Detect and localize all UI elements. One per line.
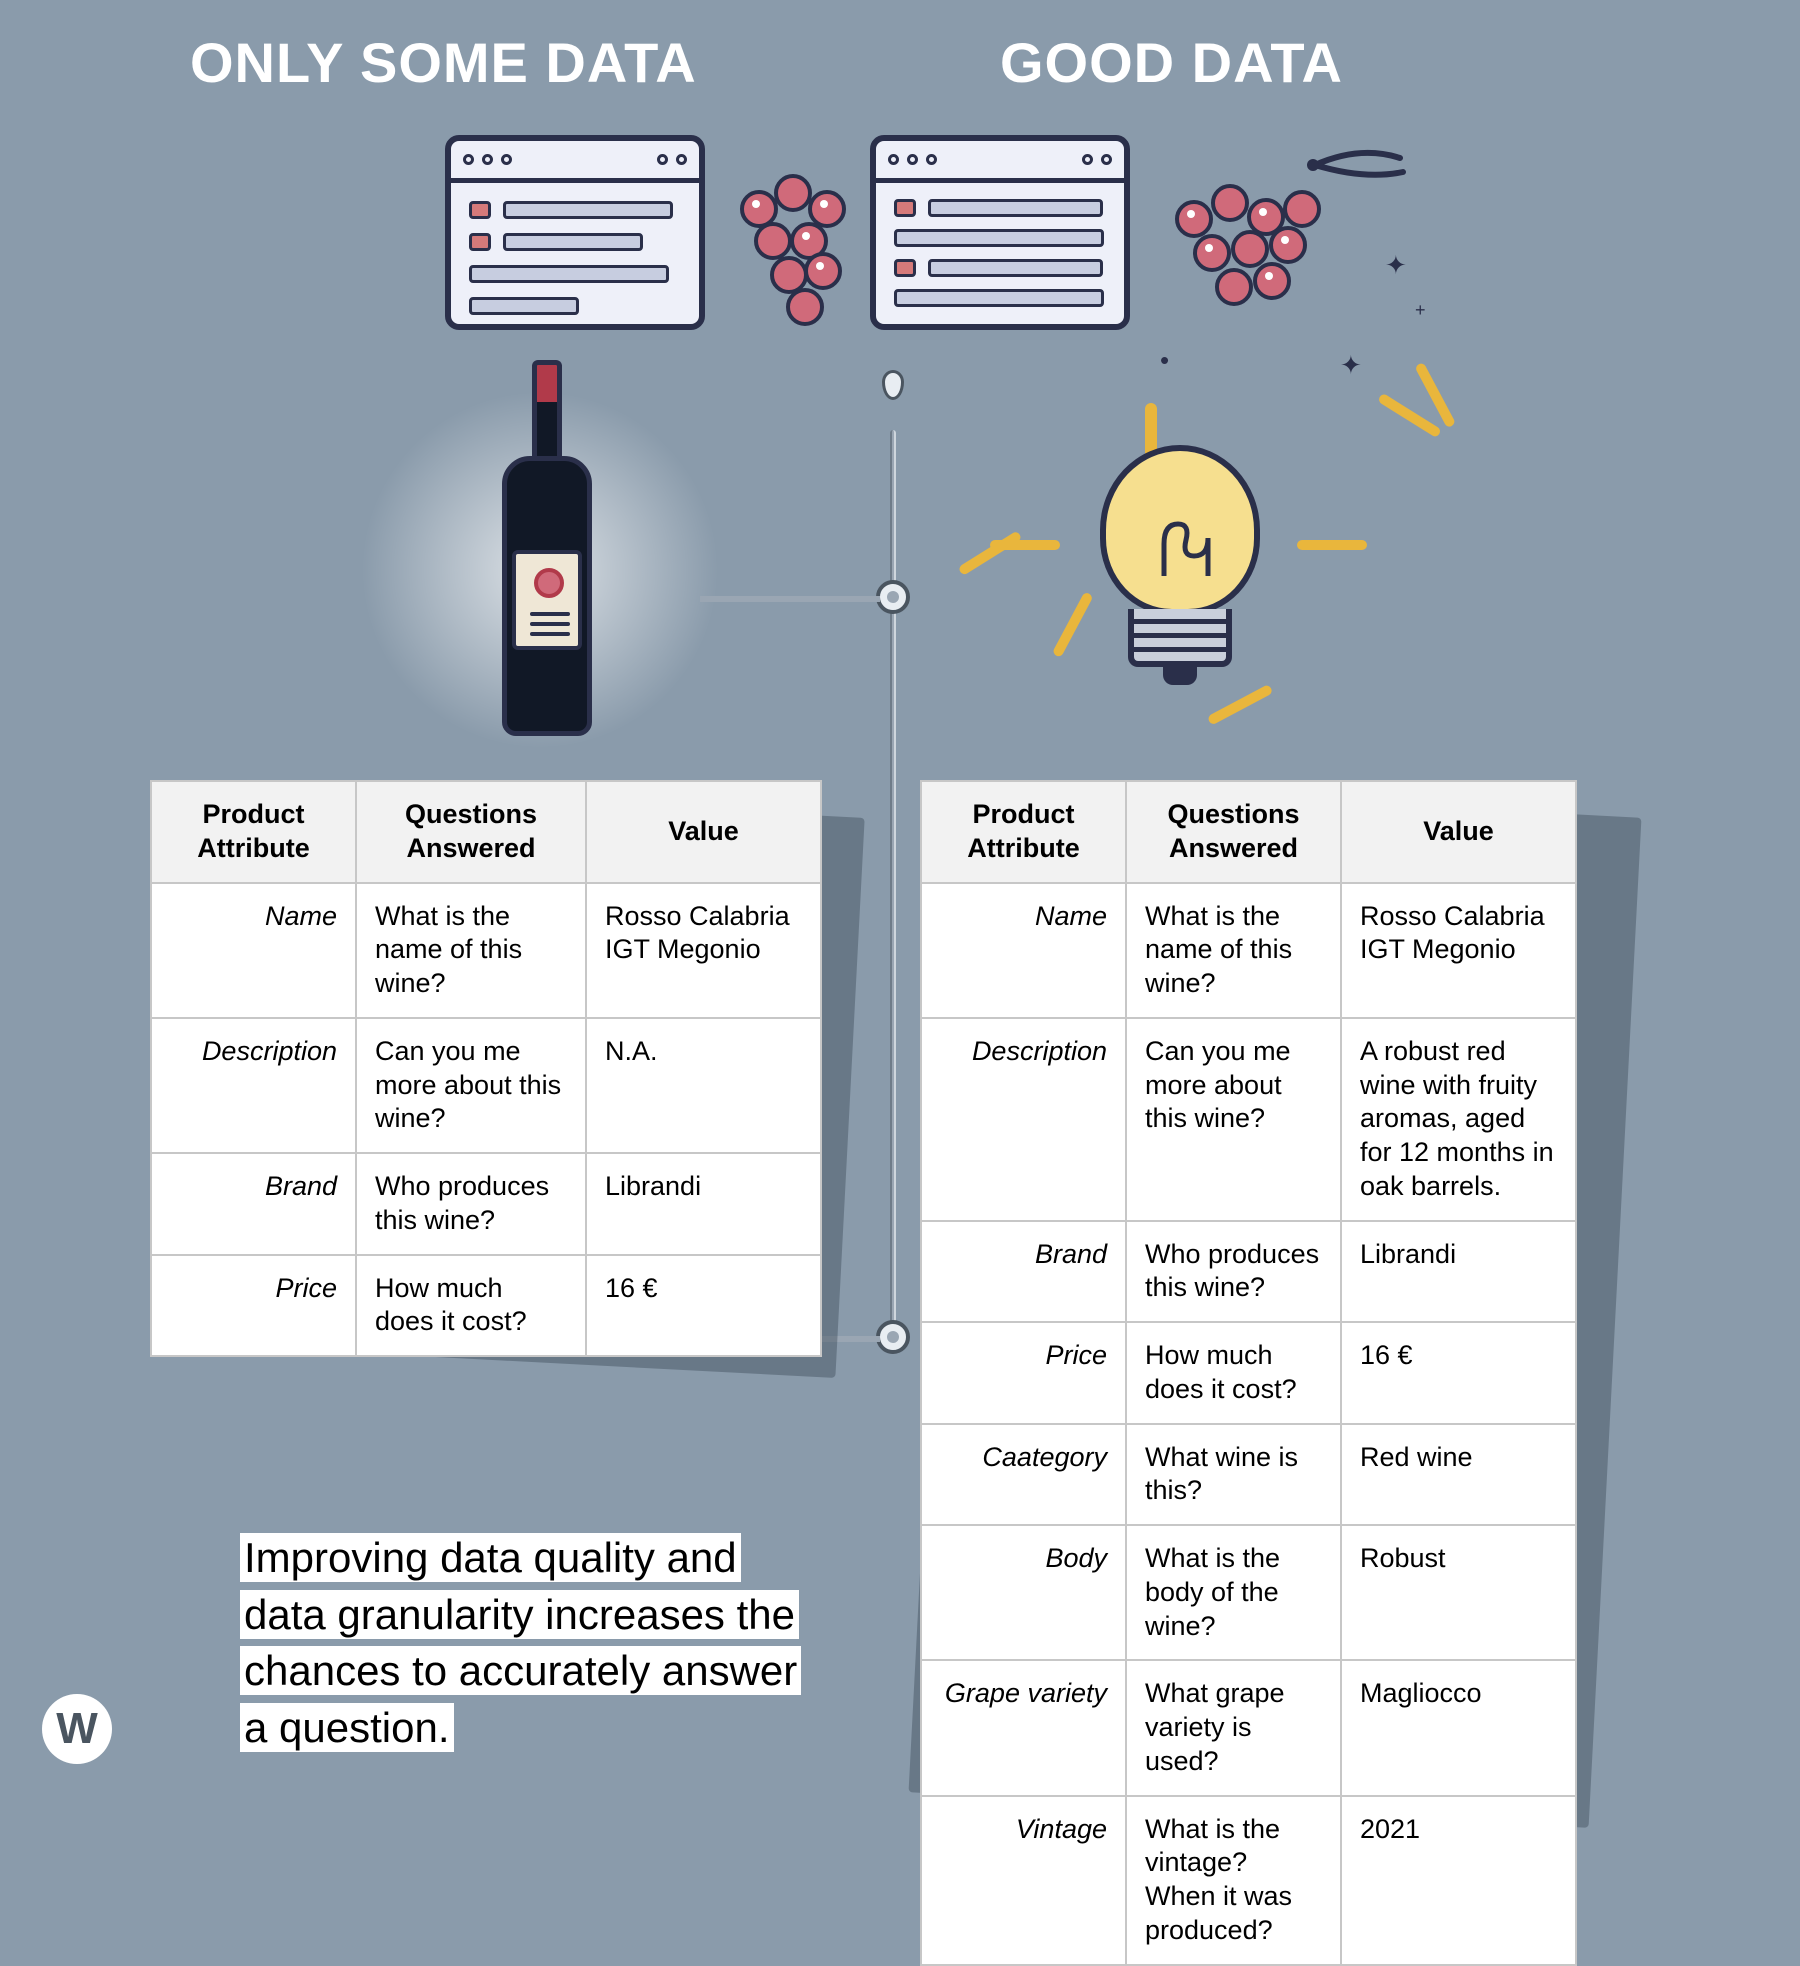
caption-text: Improving data quality and data granular…: [240, 1530, 820, 1757]
browser-window-icon: [870, 135, 1130, 330]
cell-attribute: Vintage: [921, 1796, 1126, 1965]
picto-row: ✦ + •: [0, 135, 1800, 365]
col-header: Value: [1341, 781, 1576, 883]
cell-attribute: Caategory: [921, 1424, 1126, 1526]
cell-question: What grape variety is used?: [1126, 1660, 1341, 1795]
heading-right: GOOD DATA: [1000, 30, 1343, 95]
table-row: DescriptionCan you me more about this wi…: [921, 1018, 1576, 1221]
col-header: Product Attribute: [151, 781, 356, 883]
sparse-data-table: Product Attribute Questions Answered Val…: [150, 780, 822, 1357]
rich-data-table: Product Attribute Questions Answered Val…: [920, 780, 1577, 1966]
cell-value: Robust: [1341, 1525, 1576, 1660]
logo-badge: W: [42, 1694, 112, 1764]
cell-question: What wine is this?: [1126, 1424, 1341, 1526]
table-row: NameWhat is the name of this wine?Rosso …: [921, 883, 1576, 1018]
cell-value: 16 €: [586, 1255, 821, 1357]
cell-question: Who produces this wine?: [1126, 1221, 1341, 1323]
cell-value: Librandi: [586, 1153, 821, 1255]
vertical-divider: [890, 430, 896, 1340]
cell-question: How much does it cost?: [356, 1255, 586, 1357]
cell-question: What is the body of the wine?: [1126, 1525, 1341, 1660]
table-row: PriceHow much does it cost?16 €: [921, 1322, 1576, 1424]
cell-value: Red wine: [1341, 1424, 1576, 1526]
cell-question: What is the vintage? When it was produce…: [1126, 1796, 1341, 1965]
cell-attribute: Price: [151, 1255, 356, 1357]
cell-value: A robust red wine with fruity aromas, ag…: [1341, 1018, 1576, 1221]
cell-question: Can you me more about this wine?: [356, 1018, 586, 1153]
cell-question: How much does it cost?: [1126, 1322, 1341, 1424]
cell-value: Rosso Calabria IGT Megonio: [586, 883, 821, 1018]
cell-attribute: Description: [921, 1018, 1126, 1221]
cell-attribute: Grape variety: [921, 1660, 1126, 1795]
lightbulb-icon: [1015, 395, 1345, 725]
table-row: VintageWhat is the vintage? When it was …: [921, 1796, 1576, 1965]
table-row: Grape varietyWhat grape variety is used?…: [921, 1660, 1576, 1795]
cell-question: What is the name of this wine?: [1126, 883, 1341, 1018]
browser-window-icon: [445, 135, 705, 330]
cell-attribute: Brand: [151, 1153, 356, 1255]
cell-value: N.A.: [586, 1018, 821, 1153]
cell-question: Who produces this wine?: [356, 1153, 586, 1255]
cell-question: Can you me more about this wine?: [1126, 1018, 1341, 1221]
cell-question: What is the name of this wine?: [356, 883, 586, 1018]
table-row: CaategoryWhat wine is this?Red wine: [921, 1424, 1576, 1526]
table-row: PriceHow much does it cost?16 €: [151, 1255, 821, 1357]
col-header: Questions Answered: [1126, 781, 1341, 883]
cell-attribute: Brand: [921, 1221, 1126, 1323]
wine-bottle-icon: [502, 360, 592, 740]
col-header: Questions Answered: [356, 781, 586, 883]
cell-attribute: Price: [921, 1322, 1126, 1424]
cell-attribute: Name: [921, 883, 1126, 1018]
cell-value: Librandi: [1341, 1221, 1576, 1323]
col-header: Value: [586, 781, 821, 883]
col-header: Product Attribute: [921, 781, 1126, 883]
connector-pin-icon: [882, 370, 904, 400]
cell-value: Magliocco: [1341, 1660, 1576, 1795]
cell-attribute: Body: [921, 1525, 1126, 1660]
cell-value: 16 €: [1341, 1322, 1576, 1424]
middle-icons: ✦: [0, 380, 1800, 750]
cell-value: Rosso Calabria IGT Megonio: [1341, 883, 1576, 1018]
table-row: BrandWho produces this wine?Librandi: [921, 1221, 1576, 1323]
heading-left: ONLY SOME DATA: [190, 30, 697, 95]
cell-value: 2021: [1341, 1796, 1576, 1965]
table-row: BodyWhat is the body of the wine?Robust: [921, 1525, 1576, 1660]
cell-attribute: Name: [151, 883, 356, 1018]
table-row: NameWhat is the name of this wine?Rosso …: [151, 883, 821, 1018]
cell-attribute: Description: [151, 1018, 356, 1153]
table-row: BrandWho produces this wine?Librandi: [151, 1153, 821, 1255]
table-row: DescriptionCan you me more about this wi…: [151, 1018, 821, 1153]
